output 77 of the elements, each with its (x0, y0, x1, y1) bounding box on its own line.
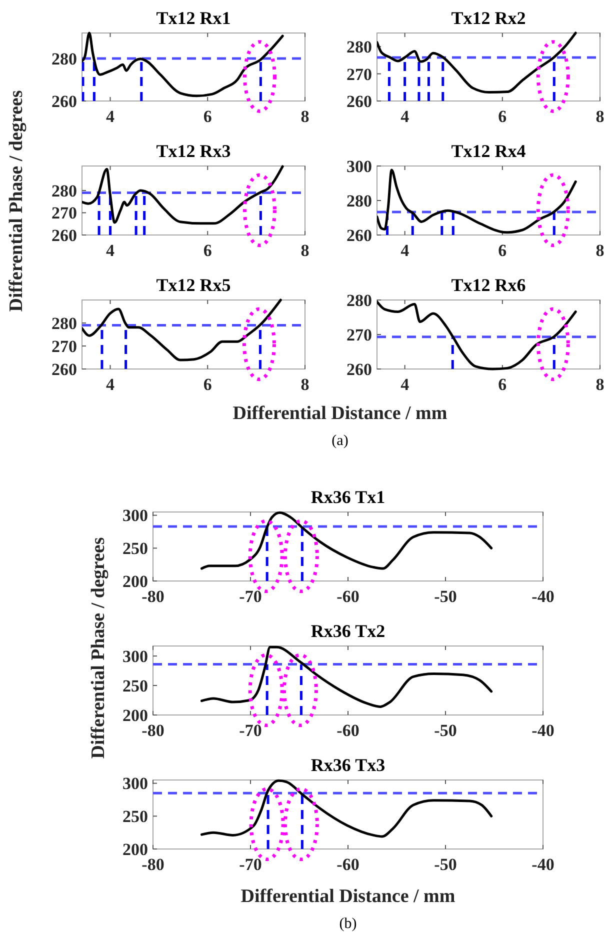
x-tick-label: 4 (106, 107, 115, 126)
chart-title: Tx12 Rx5 (156, 275, 231, 295)
y-tick-label: 260 (346, 360, 372, 379)
y-tick-label: 250 (122, 539, 148, 558)
y-tick-label: 280 (346, 38, 372, 57)
x-tick-label: 6 (498, 241, 507, 260)
x-tick-label: 4 (106, 375, 115, 394)
x-tick-label: 8 (300, 375, 310, 394)
x-tick-label: -40 (532, 587, 554, 606)
x-tick-label: -70 (239, 721, 262, 740)
y-tick-label: 280 (52, 314, 77, 333)
y-tick-label: 280 (52, 181, 77, 200)
x-tick-label: 6 (498, 375, 507, 394)
x-tick-label: -70 (239, 855, 262, 874)
chart-title: Tx12 Rx3 (156, 141, 231, 161)
chart-title: Tx12 Rx6 (451, 275, 526, 295)
y-tick-label: 260 (52, 92, 77, 111)
x-tick-label: 6 (203, 241, 212, 260)
y-tick-label: 280 (346, 191, 372, 210)
line-series (82, 165, 284, 225)
text: (a) (332, 433, 348, 449)
x-axis-title: Differential Distance / mm (240, 886, 456, 907)
x-tick-label: -40 (532, 855, 554, 874)
line-series (82, 32, 284, 98)
x-tick-label: 8 (596, 375, 604, 394)
x-tick-label: -50 (434, 855, 457, 874)
y-tick-label: 300 (122, 506, 148, 526)
x-axis-title: Differential Distance / mm (232, 403, 448, 424)
y-tick-label: 250 (122, 676, 148, 696)
x-tick-label: 6 (203, 107, 212, 126)
line-series (82, 298, 282, 362)
y-tick-label: 270 (52, 336, 77, 356)
x-tick-label: 8 (596, 241, 604, 260)
chart-title: Tx12 Rx4 (451, 141, 526, 161)
x-tick-label: -40 (532, 721, 554, 740)
line-series (200, 511, 493, 570)
y-tick-label: 260 (52, 360, 77, 379)
x-tick-label: -60 (336, 721, 360, 740)
y-tick-label: 260 (52, 226, 77, 245)
y-tick-label: 270 (52, 204, 77, 223)
y-axis-title: Differential Phase / degrees (88, 537, 109, 759)
y-tick-label: 280 (346, 290, 372, 310)
x-tick-label: 4 (400, 107, 410, 126)
y-axis-title: Differential Phase / degrees (6, 90, 27, 312)
y-tick-label: 260 (346, 226, 372, 245)
text: (b) (339, 916, 357, 932)
y-tick-label: 270 (346, 64, 372, 84)
x-tick-label: -60 (336, 855, 360, 874)
x-tick-label: 8 (300, 107, 310, 126)
x-tick-label: -60 (336, 587, 360, 606)
y-tick-label: 300 (346, 156, 372, 176)
chart-title: Rx36 Tx2 (310, 621, 386, 641)
x-tick-label: 4 (400, 241, 410, 260)
x-tick-label: 8 (300, 241, 310, 260)
y-tick-label: 270 (346, 325, 372, 344)
y-tick-label: 300 (122, 646, 148, 666)
chart-title: Rx36 Tx3 (310, 755, 386, 775)
x-tick-label: 8 (596, 107, 604, 126)
x-tick-label: 4 (106, 241, 115, 260)
chart-title: Tx12 Rx2 (451, 8, 526, 28)
y-tick-label: 260 (346, 92, 372, 111)
chart-title: Rx36 Tx1 (310, 487, 386, 507)
x-tick-label: -70 (239, 587, 262, 606)
x-tick-label: 4 (400, 375, 410, 394)
x-tick-label: 6 (203, 375, 212, 394)
line-series (377, 32, 577, 94)
line-series (377, 300, 577, 370)
x-tick-label: 6 (498, 107, 507, 126)
line-series (377, 168, 577, 234)
y-tick-label: 280 (52, 49, 77, 68)
x-tick-label: -50 (434, 587, 457, 606)
line-series (200, 779, 493, 838)
x-tick-label: -50 (434, 721, 457, 740)
chart-title: Tx12 Rx1 (156, 8, 231, 28)
y-tick-label: 300 (122, 774, 148, 794)
y-tick-label: 250 (122, 807, 148, 826)
line-series (200, 646, 493, 708)
